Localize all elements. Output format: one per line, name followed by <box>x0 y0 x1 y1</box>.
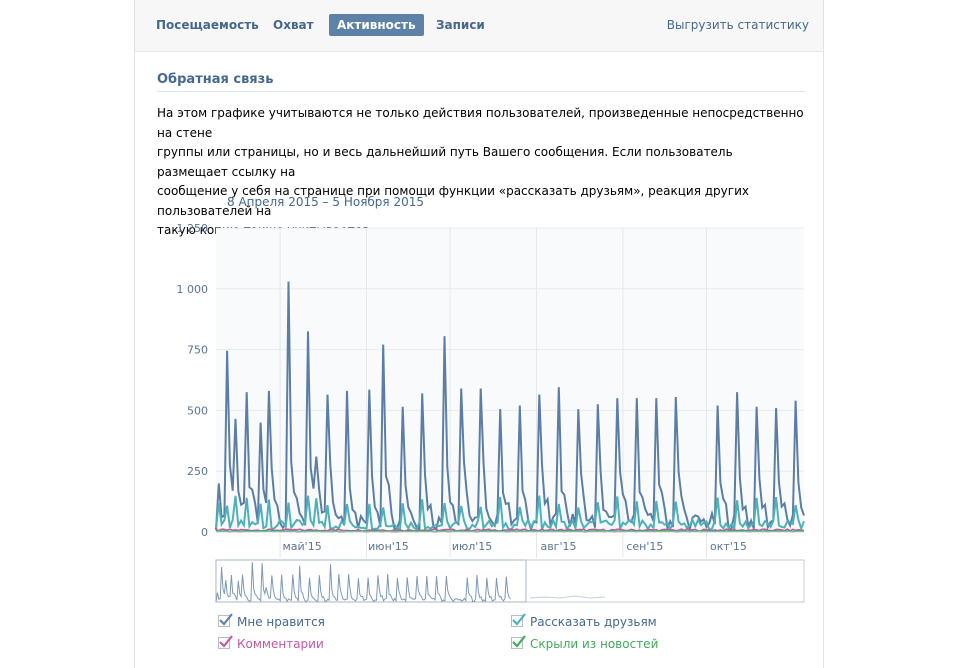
likes-checkbox[interactable] <box>218 613 233 627</box>
y-tick-label: 1 250 <box>177 222 209 235</box>
section-title: Обратная связь <box>157 72 274 87</box>
shares-checkbox[interactable] <box>511 613 526 627</box>
tab-attendance[interactable]: Посещаемость <box>156 18 259 32</box>
y-tick-label: 0 <box>201 526 208 539</box>
description-line: сообщение у себя на странице при помощи … <box>157 184 749 218</box>
date-range[interactable]: 8 Апреля 2015 – 5 Ноября 2015 <box>227 195 424 209</box>
checkmark-icon <box>512 635 526 648</box>
tab-posts[interactable]: Записи <box>436 18 485 32</box>
checkmark-icon <box>219 613 233 626</box>
x-tick-label: окт'15 <box>710 540 747 553</box>
navigator-tail-line <box>529 595 606 599</box>
x-tick-label: авг'15 <box>540 540 576 553</box>
description-line: На этом графике учитываются не только де… <box>157 106 804 140</box>
checkmark-icon <box>219 635 233 648</box>
legend-label-comments: Комментарии <box>237 637 324 651</box>
comments-checkbox[interactable] <box>218 635 233 649</box>
likes-series-line <box>215 281 805 533</box>
comments-series-line <box>215 528 805 532</box>
x-tick-label: июл'15 <box>452 540 492 553</box>
tab-activity[interactable]: Активность <box>329 14 424 36</box>
description-line: группы или страницы, но и весь дальнейши… <box>157 145 733 179</box>
legend-label-shares: Рассказать друзьям <box>530 615 657 629</box>
y-tick-label: 250 <box>187 465 208 478</box>
export-stats-link[interactable]: Выгрузить статистику <box>666 18 809 32</box>
section-divider <box>157 91 805 92</box>
y-tick-label: 1 000 <box>177 283 209 296</box>
legend-label-hidden: Скрыли из новостей <box>530 637 659 651</box>
x-tick-label: май'15 <box>282 540 321 553</box>
x-tick-label: сен'15 <box>626 540 663 553</box>
legend-label-likes: Мне нравится <box>237 615 325 629</box>
navigator-series-line <box>215 561 511 603</box>
x-tick-label: июн'15 <box>368 540 409 553</box>
stats-tabs-bar: Посещаемость Охват Активность Записи Выг… <box>135 0 823 52</box>
hidden-checkbox[interactable] <box>511 635 526 649</box>
tab-reach[interactable]: Охват <box>273 18 314 32</box>
y-tick-label: 500 <box>187 404 208 417</box>
checkmark-icon <box>512 613 526 626</box>
y-tick-label: 750 <box>187 344 208 357</box>
